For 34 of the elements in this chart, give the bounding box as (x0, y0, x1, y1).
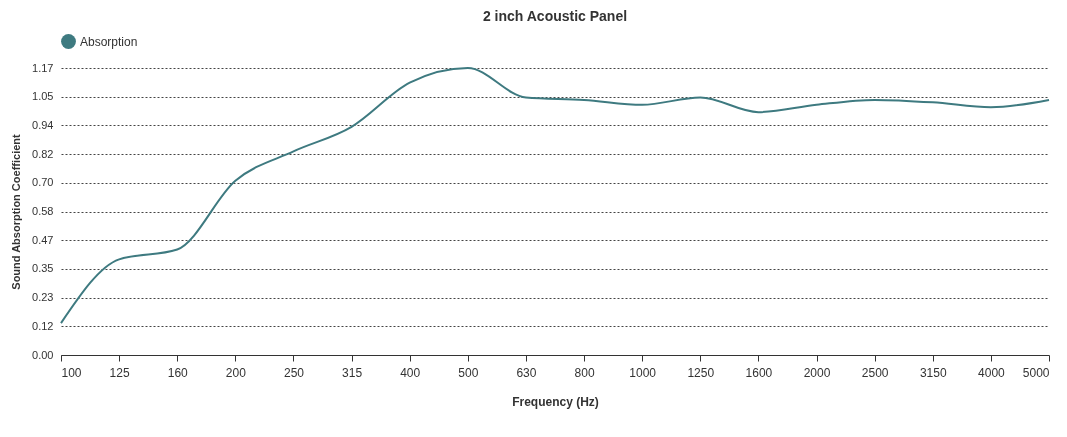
x-tick-label: 250 (283, 365, 305, 380)
x-tick-label: 100 (61, 365, 82, 380)
x-tick-label: 3150 (919, 365, 947, 380)
y-tick-label: 0.94 (32, 118, 54, 131)
x-tick-label: 1250 (687, 365, 715, 380)
x-tick-label: 2000 (803, 365, 831, 380)
y-tick-label: 0.35 (32, 262, 54, 275)
x-tick-label: 4000 (978, 365, 1006, 380)
y-tick-label: 1.17 (32, 61, 54, 74)
x-tick-label: 800 (574, 365, 595, 380)
x-tick-label: 630 (516, 365, 537, 380)
x-tick-label: 400 (400, 365, 421, 380)
chart-title: 2 inch Acoustic Panel (482, 8, 628, 24)
y-tick-label: 0.70 (32, 176, 54, 189)
y-axis-title: Sound Absorption Coefficient (10, 133, 23, 290)
y-tick-label: 1.05 (32, 90, 54, 103)
x-tick-label: 5000 (1022, 365, 1050, 380)
legend-label: Absorption (80, 34, 138, 49)
x-tick-label: 1000 (629, 365, 657, 380)
x-tick-label: 500 (458, 365, 479, 380)
y-tick-label: 0.58 (32, 205, 54, 217)
y-tick-label: 0.47 (32, 233, 54, 246)
line-series (60, 67, 1050, 325)
y-tick-label: 0.23 (32, 291, 54, 304)
y-tick-label: 0.00 (32, 348, 54, 361)
x-tick-label: 2500 (861, 365, 889, 380)
x-tick-label: 160 (167, 365, 189, 380)
x-axis-title: Frequency (Hz) (512, 394, 599, 409)
y-tick-label: 0.82 (32, 147, 54, 160)
x-tick-label: 200 (225, 365, 247, 380)
x-tick-label: 125 (109, 365, 130, 380)
x-tick-label: 1600 (745, 365, 773, 380)
y-tick-label: 0.12 (32, 319, 54, 332)
x-tick-label: 315 (342, 365, 363, 380)
